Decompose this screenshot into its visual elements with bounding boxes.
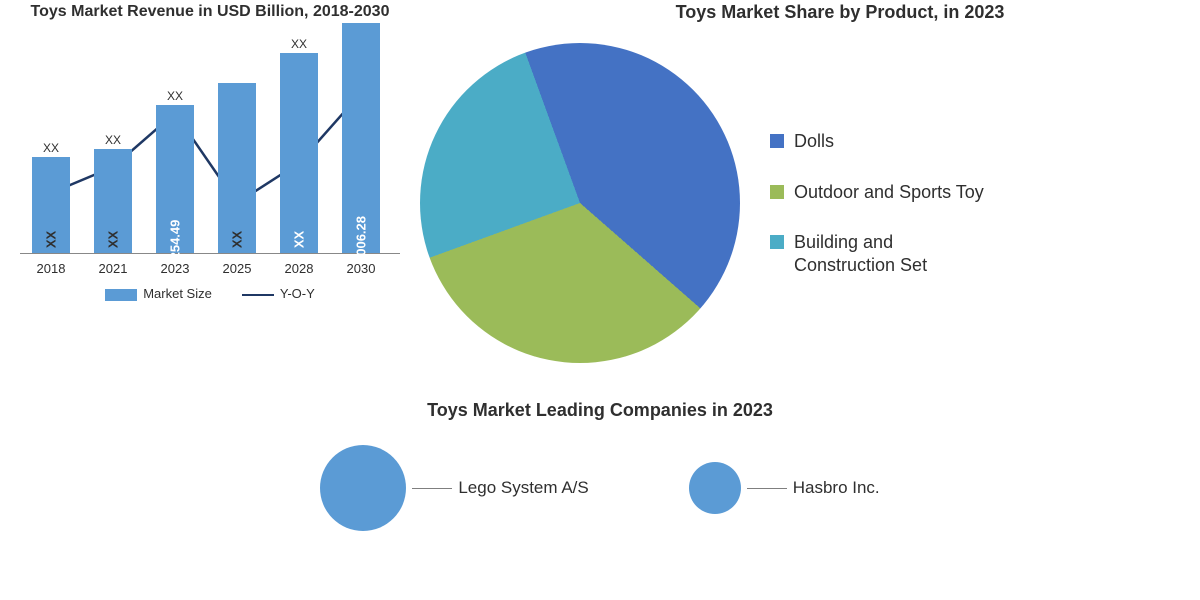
pie-legend-swatch — [770, 185, 784, 199]
company-bubbles: Lego System A/S Hasbro Inc. — [0, 445, 1200, 531]
x-tick-label: 2025 — [223, 261, 252, 276]
pie-legend-label: Outdoor and Sports Toy — [794, 181, 984, 204]
companies-title: Toys Market Leading Companies in 2023 — [0, 400, 1200, 421]
legend-market-size-label: Market Size — [143, 286, 212, 301]
x-tick-label: 2028 — [285, 261, 314, 276]
bar-top-label: XX — [43, 141, 59, 155]
bar-chart-title: Toys Market Revenue in USD Billion, 2018… — [20, 0, 400, 22]
legend-yoy: Y-O-Y — [242, 286, 315, 301]
company-circle — [320, 445, 406, 531]
pie-legend-label: Dolls — [794, 130, 834, 153]
bar-value-label: XX — [106, 231, 121, 248]
bar-value-label: 254.49 — [168, 220, 183, 260]
company-circle — [689, 462, 741, 514]
bar-chart-panel: Toys Market Revenue in USD Billion, 2018… — [0, 0, 420, 390]
bar-legend: Market Size Y-O-Y — [20, 286, 400, 301]
x-axis — [20, 253, 400, 254]
x-tick-label: 2030 — [347, 261, 376, 276]
yoy-swatch — [242, 294, 274, 296]
company-label: Lego System A/S — [458, 478, 588, 498]
bar: XXXX — [280, 53, 318, 253]
pie-legend-label: Building and Construction Set — [794, 231, 990, 276]
bar: 254.49XX — [156, 105, 194, 253]
pie-legend-item: Outdoor and Sports Toy — [770, 181, 990, 204]
x-tick-label: 2021 — [99, 261, 128, 276]
leader-line — [747, 488, 787, 489]
company-bubble: Hasbro Inc. — [689, 462, 880, 514]
x-tick-label: 2018 — [37, 261, 66, 276]
bar: XXXX — [32, 157, 70, 253]
company-label: Hasbro Inc. — [793, 478, 880, 498]
pie-legend-item: Building and Construction Set — [770, 231, 990, 276]
market-size-swatch — [105, 289, 137, 301]
pie-chart — [420, 43, 740, 363]
bar-top-label: XX — [105, 133, 121, 147]
bar-chart-area: XXXX2018XXXX2021254.49XX2023XX2025XXXX20… — [20, 32, 400, 282]
top-row: Toys Market Revenue in USD Billion, 2018… — [0, 0, 1200, 390]
pie-legend-item: Dolls — [770, 130, 990, 153]
x-tick-label: 2023 — [161, 261, 190, 276]
bar-value-label: XX — [44, 231, 59, 248]
bar-top-label: XX — [167, 89, 183, 103]
pie-wrap: Dolls Outdoor and Sports Toy Building and … — [420, 43, 1200, 363]
company-bubble: Lego System A/S — [320, 445, 588, 531]
companies-panel: Toys Market Leading Companies in 2023 Le… — [0, 400, 1200, 531]
pie-chart-panel: Toys Market Share by Product, in 2023 Do… — [420, 0, 1200, 390]
bar-value-label: XX — [292, 231, 307, 248]
bar: XX — [218, 83, 256, 253]
legend-market-size: Market Size — [105, 286, 212, 301]
bar: XXXX — [94, 149, 132, 253]
pie-legend-swatch — [770, 134, 784, 148]
legend-yoy-label: Y-O-Y — [280, 286, 315, 301]
bar-value-label: XX — [230, 231, 245, 248]
pie-chart-title: Toys Market Share by Product, in 2023 — [420, 0, 1200, 23]
pie-legend-swatch — [770, 235, 784, 249]
pie-legend: Dolls Outdoor and Sports Toy Building and … — [770, 130, 990, 276]
bar-value-label: 1006.28 — [354, 216, 369, 263]
leader-line — [412, 488, 452, 489]
bar: 1006.28 — [342, 23, 380, 253]
bar-top-label: XX — [291, 37, 307, 51]
